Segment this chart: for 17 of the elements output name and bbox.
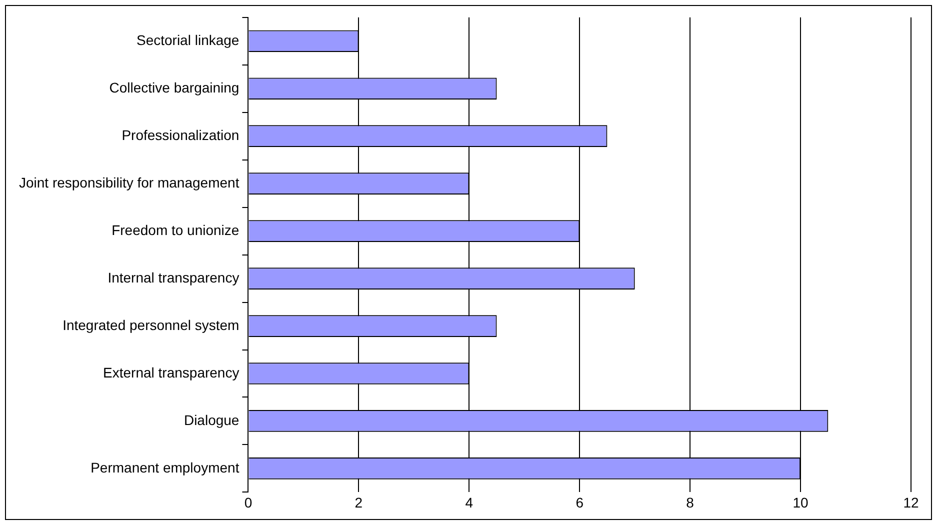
y-tick-label: Permanent employment bbox=[90, 459, 240, 476]
y-tick-label: Collective bargaining bbox=[109, 79, 240, 96]
y-tick-label: Dialogue bbox=[184, 412, 240, 428]
y-tick-label: Integrated personnel system bbox=[62, 316, 240, 333]
y-tick-label: Professionalization bbox=[122, 126, 240, 143]
y-tick-label: External transparency bbox=[103, 364, 240, 380]
x-tick-label: 2 bbox=[354, 494, 363, 510]
x-tick-label: 10 bbox=[792, 494, 809, 510]
y-tick-label: Freedom to unionize bbox=[112, 222, 240, 238]
x-tick-label: 4 bbox=[465, 494, 474, 510]
x-tick-label: 8 bbox=[686, 494, 694, 510]
x-tick-label: 6 bbox=[576, 494, 584, 510]
y-tick-label: Sectorial linkage bbox=[136, 32, 240, 48]
x-tick-label: 12 bbox=[903, 494, 919, 510]
x-tick-label: 0 bbox=[244, 494, 252, 510]
y-tick-label: Joint responsibility for management bbox=[18, 174, 240, 190]
y-tick-label: Internal transparency bbox=[108, 269, 240, 286]
